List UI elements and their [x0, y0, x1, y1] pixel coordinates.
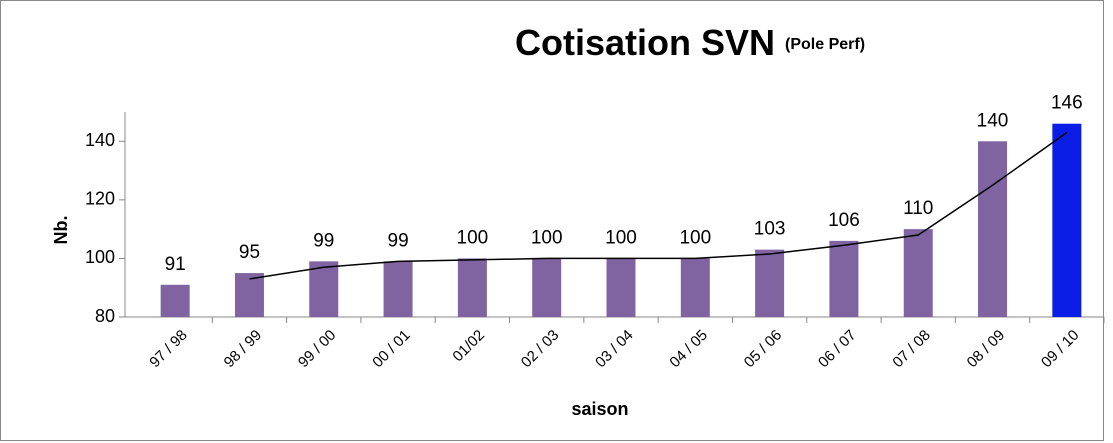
bar	[606, 258, 636, 317]
chart-title-group: Cotisation SVN (Pole Perf)	[515, 22, 865, 63]
data-label: 106	[828, 210, 860, 231]
bar	[755, 249, 785, 317]
bar	[903, 229, 933, 317]
data-label: 140	[977, 110, 1009, 131]
bar	[1052, 123, 1082, 317]
chart-subtitle: (Pole Perf)	[785, 36, 865, 53]
bar	[234, 273, 264, 317]
y-tick-label: 120	[85, 189, 115, 209]
chart-title: Cotisation SVN	[515, 22, 775, 63]
y-axis-label: Nb.	[51, 216, 71, 245]
data-label: 100	[531, 227, 563, 248]
data-label: 110	[903, 198, 933, 219]
trendline	[249, 131, 1068, 280]
data-label: 99	[313, 230, 334, 251]
y-tick-label: 140	[85, 130, 115, 150]
bar	[829, 240, 859, 317]
y-tick-label: 100	[85, 247, 115, 267]
bar	[978, 141, 1008, 317]
bar	[309, 261, 339, 317]
data-label: 100	[605, 227, 637, 248]
bar	[457, 258, 487, 317]
y-tick-label: 80	[95, 306, 115, 326]
bar	[383, 261, 413, 317]
data-label: 99	[388, 230, 409, 251]
x-axis-label: saison	[571, 399, 628, 419]
data-label: 91	[165, 254, 186, 275]
bar	[680, 258, 710, 317]
bar	[160, 284, 190, 317]
bar	[532, 258, 562, 317]
data-label: 100	[679, 227, 711, 248]
data-label: 146	[1051, 93, 1083, 114]
data-label: 103	[754, 219, 786, 240]
data-label: 100	[457, 227, 489, 248]
data-label: 95	[239, 242, 260, 263]
